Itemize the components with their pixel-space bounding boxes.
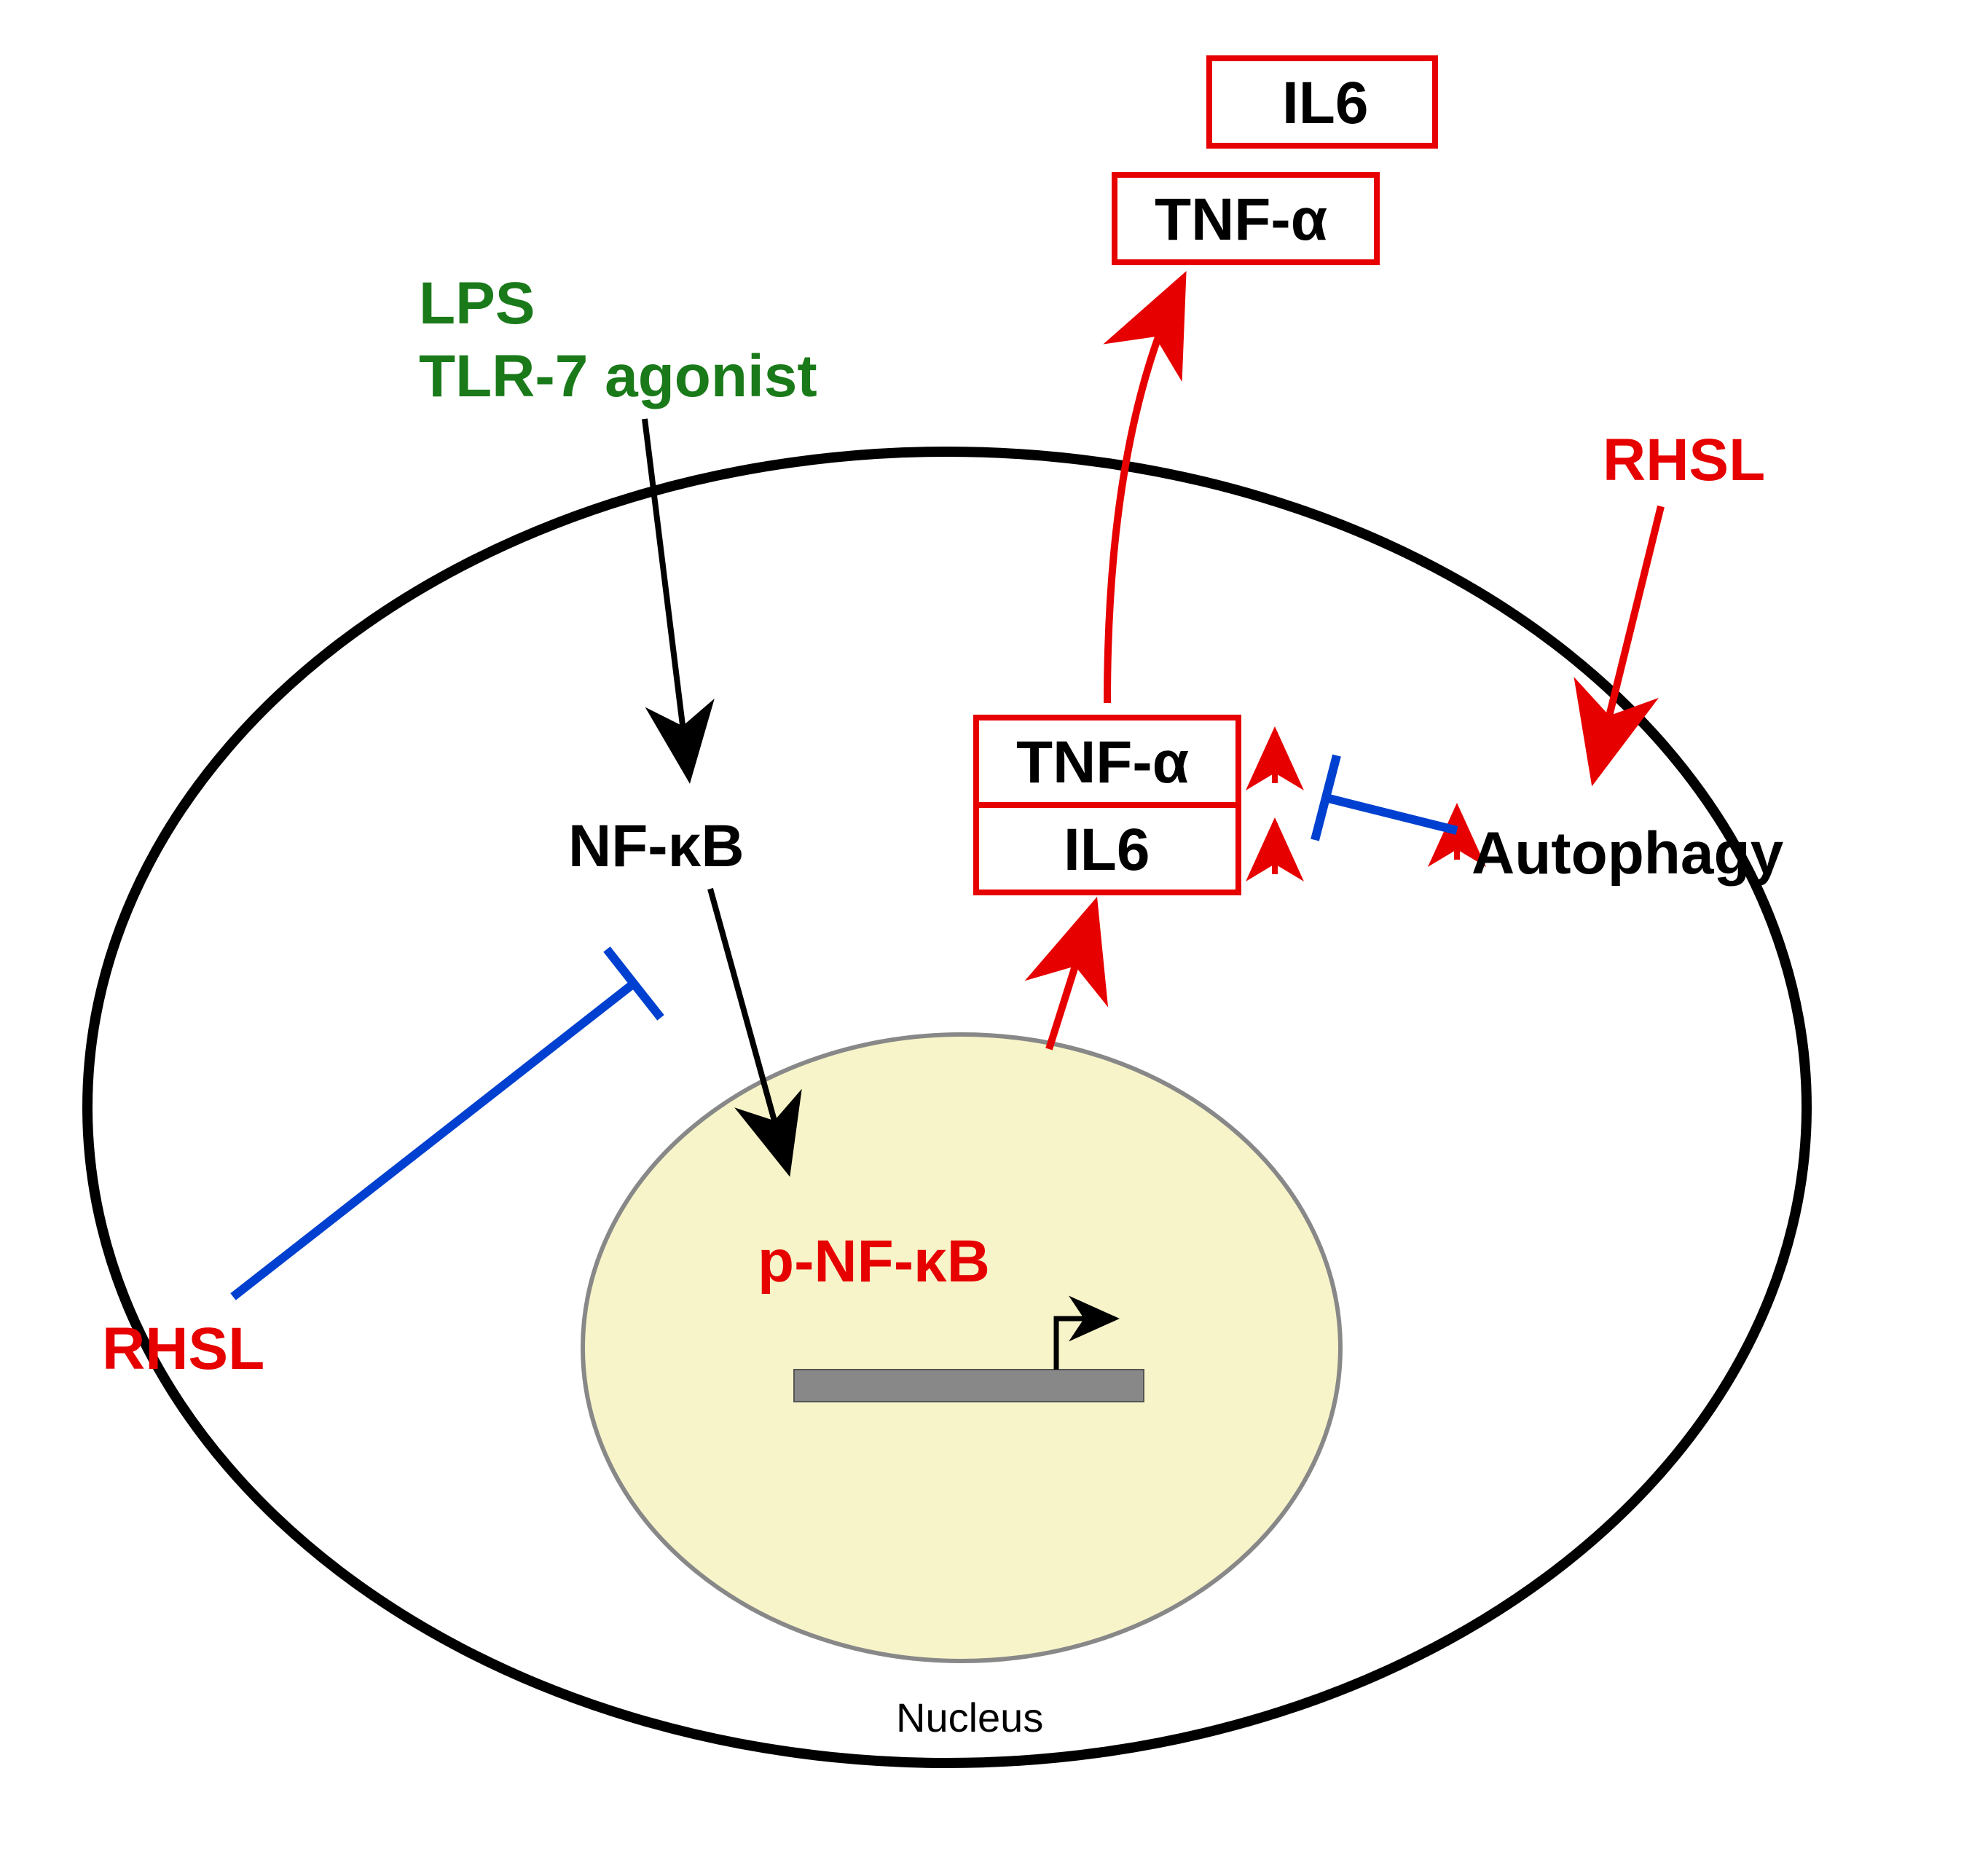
- arrow-cytokines-to-secreted: [1107, 284, 1180, 703]
- dna-bar: [794, 1370, 1144, 1402]
- text-il6-outer: IL6: [1282, 69, 1368, 138]
- inhibit-autophagy-cytokines: [1315, 755, 1457, 840]
- inhibit-rhsl-nfkb: [233, 949, 661, 1297]
- label-tlr7: TLR-7 agonist: [419, 342, 817, 411]
- text-tnfa-inner: TNF-α: [1016, 729, 1189, 797]
- arrow-lps-to-nfkb: [645, 419, 688, 772]
- label-pnfkb: p-NF-κB: [758, 1228, 990, 1296]
- nucleus: [583, 1034, 1340, 1661]
- cell-diagram: LPS TLR-7 agonist NF-κB p-NF-κB Autophag…: [0, 0, 1988, 1873]
- arrow-nucleus-to-cytokines: [1049, 911, 1093, 1049]
- label-nucleus: Nucleus: [896, 1694, 1043, 1741]
- label-rhsl-right: RHSL: [1603, 426, 1765, 495]
- label-rhsl-left: RHSL: [102, 1315, 264, 1383]
- text-il6-inner: IL6: [1064, 816, 1150, 884]
- label-autophagy: Autophagy: [1472, 820, 1783, 888]
- text-tnfa-outer: TNF-α: [1155, 186, 1327, 254]
- diagram-svg: [0, 0, 1988, 1873]
- label-nfkb: NF-κB: [568, 812, 744, 881]
- label-lps: LPS: [419, 270, 535, 338]
